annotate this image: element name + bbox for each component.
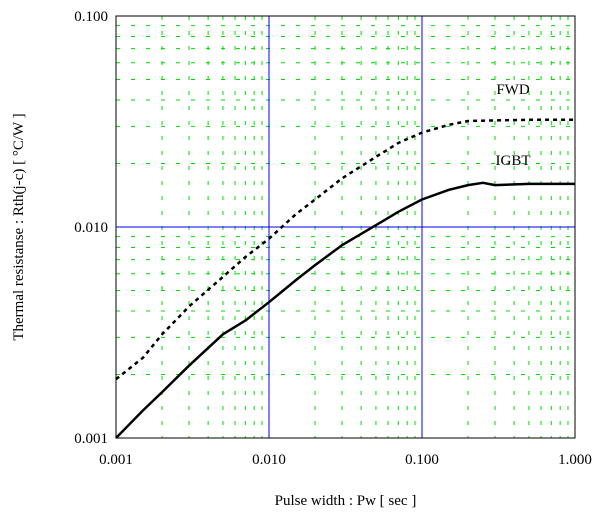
series-line-fwd (115, 118, 575, 381)
series-label-fwd: FWD (496, 82, 530, 98)
major-grid (116, 16, 575, 438)
x-axis-title: Pulse width : Pw [ sec ] (275, 493, 417, 509)
y-tick-label: 0.100 (74, 9, 108, 25)
plot-frame (115, 15, 576, 439)
x-tick-labels: 0.001 0.010 0.100 1.000 (99, 452, 592, 468)
series-line-igbt (115, 181, 575, 439)
series-labels: FWD IGBT (496, 82, 531, 169)
y-tick-label: 0.001 (74, 431, 108, 447)
series-lines (115, 118, 575, 439)
x-tick-label: 1.000 (558, 452, 592, 468)
y-tick-labels: 0.001 0.010 0.100 (74, 9, 108, 447)
y-axis-title: Thermal resistanse : Rth(j-c) [ °C/W ] (11, 113, 27, 340)
series-label-igbt: IGBT (496, 153, 531, 169)
x-tick-label: 0.001 (99, 452, 133, 468)
x-tick-label: 0.010 (252, 452, 286, 468)
x-tick-label: 0.100 (405, 452, 439, 468)
y-tick-label: 0.010 (74, 220, 108, 236)
